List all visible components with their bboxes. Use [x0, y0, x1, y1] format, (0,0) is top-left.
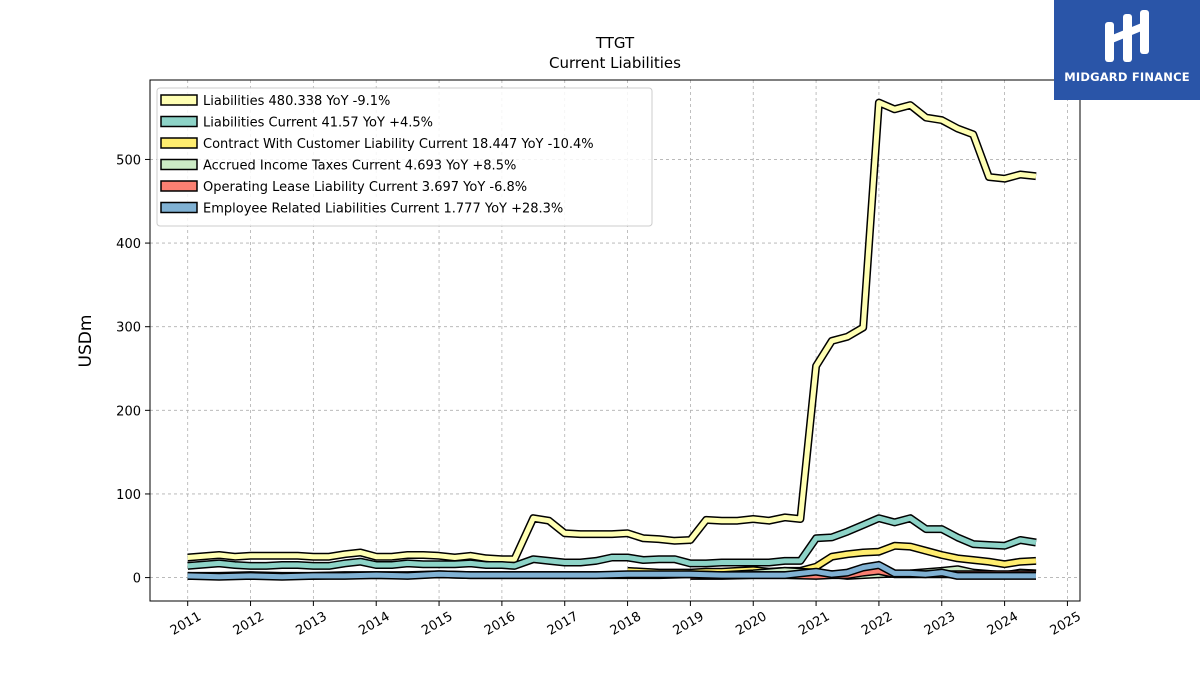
- legend-entry: Accrued Income Taxes Current 4.693 YoY +…: [203, 159, 516, 174]
- y-tick-label: 0: [133, 572, 141, 587]
- x-tick-label: 2012: [231, 609, 267, 639]
- x-tick-label: 2017: [545, 609, 581, 639]
- y-tick-label: 200: [116, 404, 141, 419]
- x-tick-label: 2023: [922, 609, 958, 639]
- legend-swatch: [160, 180, 198, 192]
- legend-entry: Contract With Customer Liability Current…: [203, 137, 594, 152]
- legend-entry: Employee Related Liabilities Current 1.7…: [203, 202, 563, 217]
- y-tick-label: 300: [116, 321, 141, 336]
- series-line: [187, 515, 1037, 569]
- brand-logo: MIDGARD FINANCE: [1054, 0, 1200, 100]
- x-tick-label: 2020: [733, 609, 769, 639]
- legend-swatch: [160, 94, 198, 106]
- y-tick-label: 400: [116, 237, 141, 252]
- chart-title: TTGT: [595, 34, 635, 52]
- legend: Liabilities 480.338 YoY -9.1% Liabilities…: [156, 87, 653, 227]
- x-tick-label: 2025: [1048, 609, 1084, 639]
- x-tick-label: 2013: [294, 609, 330, 639]
- plot-frame: [149, 79, 1081, 602]
- x-tick-label: 2021: [796, 609, 832, 639]
- series-1: [187, 514, 1037, 570]
- x-tick-label: 2011: [168, 609, 204, 639]
- legend-entry: Operating Lease Liability Current 3.697 …: [203, 180, 527, 195]
- x-tick-label: 2014: [356, 609, 392, 639]
- y-axis-label: USDm: [76, 315, 96, 368]
- legend-entry: Liabilities 480.338 YoY -9.1%: [203, 94, 390, 109]
- legend-swatch: [160, 137, 198, 149]
- chart-subtitle: Current Liabilities: [549, 54, 681, 72]
- y-tick-label: 100: [116, 488, 141, 503]
- legend-box: [156, 87, 653, 227]
- x-tick-label: 2016: [482, 609, 518, 639]
- series-line: [187, 100, 1037, 562]
- brand-name: MIDGARD FINANCE: [1064, 70, 1190, 84]
- legend-swatch: [160, 115, 198, 128]
- x-tick-label: 2024: [985, 609, 1021, 639]
- series-5: [187, 561, 1036, 581]
- y-tick-label: 500: [116, 153, 141, 168]
- legend-entry: Liabilities Current 41.57 YoY +4.5%: [203, 116, 433, 131]
- series-layer: [187, 98, 1037, 581]
- x-tick-label: 2015: [419, 609, 455, 639]
- x-tick-label: 2019: [671, 609, 707, 639]
- series-0: [187, 98, 1037, 564]
- series-line: [187, 562, 1036, 580]
- x-tick-label: 2022: [859, 609, 895, 639]
- midgard-logo-icon: [1105, 10, 1149, 62]
- legend-swatch: [160, 158, 198, 171]
- legend-swatch: [160, 201, 198, 214]
- x-tick-label: 2018: [608, 609, 644, 639]
